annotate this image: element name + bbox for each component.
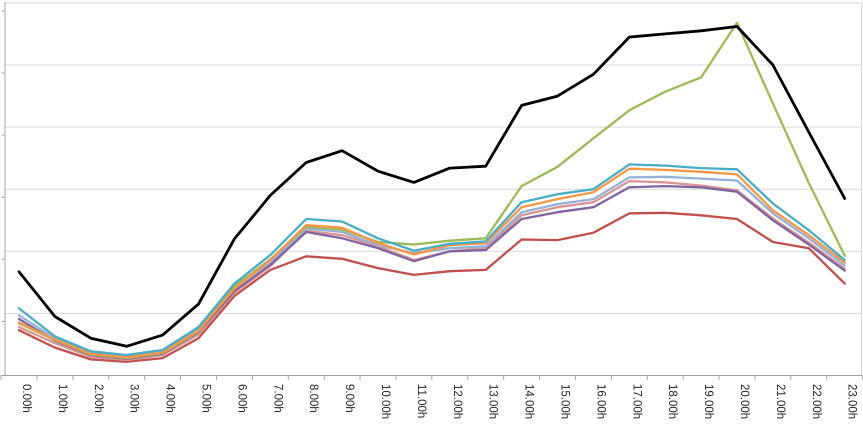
x-axis-label: 19.00h [702,384,714,419]
x-axis-label: 10.00h [379,384,391,419]
x-axis-label: 1.00h [56,384,68,413]
x-axis-label: 12.00h [451,384,463,419]
x-axis-label: 7.00h [271,384,283,413]
series-line-orange [17,167,846,359]
x-axis-label: 4.00h [164,384,176,413]
x-axis-label: 14.00h [523,384,535,419]
x-axis-label: 23.00h [846,384,858,419]
x-axis-label: 17.00h [630,384,642,419]
x-axis-label: 22.00h [810,384,822,419]
x-axis-label: 3.00h [128,384,140,413]
x-axis-label: 9.00h [343,384,355,413]
x-axis-label: 11.00h [415,384,427,418]
series-line-red [17,211,846,363]
x-axis-label: 8.00h [307,384,319,413]
x-axis-label: 15.00h [559,384,571,419]
x-axis-label: 5.00h [200,384,212,413]
series-line-cyan [17,163,846,357]
x-axis-label: 6.00h [235,384,247,413]
x-axis-label: 0.00h [20,384,32,413]
x-axis-label: 2.00h [92,384,104,413]
x-axis-label: 20.00h [738,384,750,419]
series-line-black [17,25,847,348]
x-axis-label: 21.00h [774,384,786,419]
x-axis-label: 18.00h [666,384,678,419]
x-axis-label: 16.00h [594,384,606,419]
x-axis-label: 13.00h [487,384,499,419]
